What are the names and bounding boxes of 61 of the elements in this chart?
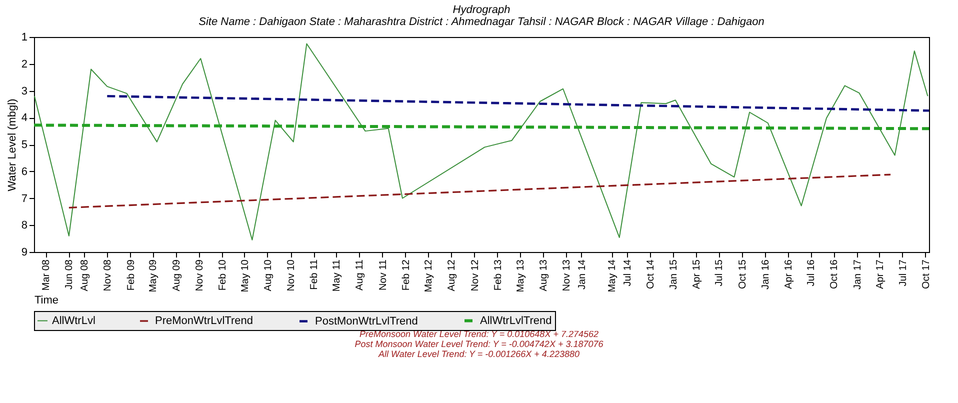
x-tick-label: Apr 15	[691, 259, 702, 289]
y-tick-label: 9	[21, 246, 28, 258]
x-tick-label: May 12	[424, 259, 435, 292]
text: PreMonsoon Water Level Trend: Y = 0.010648X + 7.274562	[358, 329, 600, 339]
x-tick-label: Aug 09	[171, 259, 182, 292]
y-tick-label: 8	[21, 220, 28, 232]
x-tick-label: Nov 11	[378, 259, 389, 290]
chart-title: Hydrograph	[452, 4, 510, 16]
x-tick-label: Feb 11	[309, 259, 320, 290]
y-tick-label: 5	[21, 139, 28, 151]
legend-label: AllWtrLvlTrend	[480, 314, 552, 327]
x-tick-label: Jun 08	[64, 259, 76, 290]
x-tick-label: May 13	[515, 259, 526, 292]
x-tick-label: Oct 15	[737, 259, 748, 289]
y-tick-label: 4	[21, 112, 28, 124]
chart-subtitle: Site Name : Dahigaon State : Maharashtra District : Ahmednagar Tahsil : NAGAR Block : NAGAR Village : Dahigaon	[198, 16, 764, 28]
x-tick-label: Aug 13	[538, 259, 550, 292]
x-tick-label: Nov 09	[194, 259, 206, 292]
x-tick-label: Oct 16	[829, 259, 840, 289]
x-tick-label: Apr 17	[874, 259, 886, 289]
x-tick-label: Jul 16	[806, 259, 818, 286]
x-tick-label: Feb 13	[492, 259, 504, 291]
x-tick-label: Oct 17	[920, 259, 932, 289]
text: All Water Level Trend: Y = -0.001266X + 4.223880	[377, 349, 580, 359]
x-tick-label: Aug 11	[354, 259, 366, 290]
x-tick-label: Apr 16	[783, 259, 794, 289]
x-tick-label: Feb 10	[218, 259, 228, 291]
x-tick-label: Jan 16	[760, 259, 772, 290]
x-axis-title: Time	[34, 294, 59, 306]
x-tick-label: Jul 17	[898, 259, 909, 286]
legend-label: PostMonWtrLvlTrend	[315, 315, 418, 328]
x-tick-label: Feb 09	[126, 259, 137, 291]
x-tick-label: May 09	[148, 259, 160, 292]
y-tick-label: 3	[21, 85, 28, 98]
x-tick-label: Jan 17	[852, 259, 864, 290]
x-tick-label: Jul 15	[714, 259, 726, 286]
x-tick-label: Nov 08	[102, 259, 114, 292]
x-tick-label: May 10	[240, 259, 251, 292]
x-tick-label: Feb 12	[400, 259, 412, 291]
x-tick-label: Jul 14	[622, 259, 634, 286]
line-series	[34, 43, 928, 240]
y-tick-label: 2	[21, 58, 28, 70]
x-tick-label: Jan 15	[668, 259, 680, 290]
y-tick-label: 1	[21, 32, 28, 44]
x-tick-label: Nov 10	[286, 259, 298, 292]
x-tick-label: Nov 13	[562, 259, 573, 292]
x-tick-label: Aug 12	[446, 259, 458, 292]
legend-label: PreMonWtrLvlTrend	[155, 315, 254, 327]
y-tick-label: 6	[21, 166, 28, 178]
x-tick-label: Jan 14	[576, 259, 588, 290]
x-tick-label: Nov 12	[470, 259, 481, 292]
x-tick-label: Mar 08	[41, 259, 52, 291]
x-tick-label: Aug 08	[80, 259, 91, 292]
x-tick-label: May 11	[332, 259, 343, 292]
x-tick-label: Aug 10	[262, 259, 274, 292]
y-tick-label: 7	[21, 192, 28, 205]
x-tick-label: May 14	[607, 259, 618, 292]
legend-label: AllWtrLvl	[52, 314, 96, 327]
x-tick-label: Oct 14	[646, 259, 657, 289]
y-axis-title: Water Level (mbgl)	[6, 98, 18, 192]
text: Post Monsoon Water Level Trend: Y = -0.004742X + 3.187076	[354, 339, 604, 349]
